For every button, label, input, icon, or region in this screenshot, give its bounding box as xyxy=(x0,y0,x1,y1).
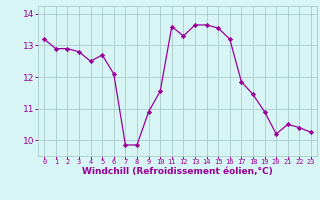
X-axis label: Windchill (Refroidissement éolien,°C): Windchill (Refroidissement éolien,°C) xyxy=(82,167,273,176)
